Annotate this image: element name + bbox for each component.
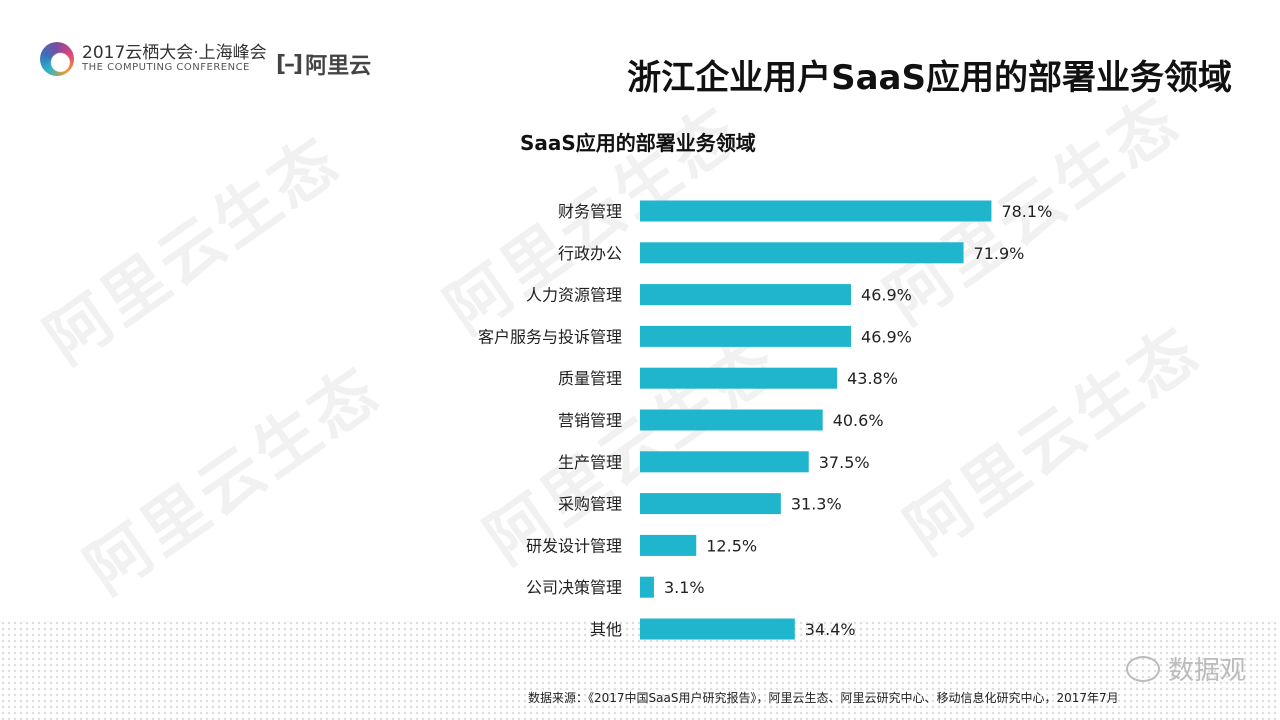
data-label: 46.9% bbox=[861, 286, 912, 305]
category-label: 研发设计管理 bbox=[526, 536, 622, 555]
aliyun-logo-text: 阿里云 bbox=[305, 54, 372, 79]
data-label: 78.1% bbox=[1001, 202, 1052, 221]
chart-title: SaaS应用的部署业务领域 bbox=[520, 131, 756, 155]
category-label: 财务管理 bbox=[558, 202, 622, 221]
category-label: 质量管理 bbox=[558, 369, 622, 388]
bar bbox=[640, 576, 654, 598]
data-source-note: 数据来源：《2017中国SaaS用户研究报告》，阿里云生态、阿里云研究中心、移动… bbox=[528, 691, 1119, 705]
wechat-badge: 数据观 bbox=[1126, 650, 1246, 687]
conference-logo: 2017云栖大会·上海峰会 THE COMPUTING CONFERENCE bbox=[40, 42, 267, 76]
category-label: 人力资源管理 bbox=[526, 286, 622, 305]
bar bbox=[640, 325, 852, 347]
category-label: 采购管理 bbox=[558, 495, 622, 514]
data-label: 71.9% bbox=[974, 244, 1025, 263]
category-label: 营销管理 bbox=[558, 411, 622, 430]
conference-logo-icon bbox=[40, 42, 74, 76]
category-label: 公司决策管理 bbox=[526, 578, 622, 597]
data-label: 43.8% bbox=[847, 369, 898, 388]
bar bbox=[640, 367, 838, 389]
aliyun-logo-icon: [–] bbox=[276, 51, 303, 77]
category-label: 客户服务与投诉管理 bbox=[478, 327, 622, 346]
bar bbox=[640, 242, 964, 264]
data-label: 31.3% bbox=[791, 495, 842, 514]
bar bbox=[640, 200, 992, 222]
conference-subtitle: THE COMPUTING CONFERENCE bbox=[82, 61, 250, 73]
wechat-label: 数据观 bbox=[1168, 656, 1247, 686]
data-label: 46.9% bbox=[861, 327, 912, 346]
aliyun-logo: [–] 阿里云 bbox=[276, 48, 371, 80]
category-label: 其他 bbox=[590, 620, 622, 639]
data-label: 34.4% bbox=[805, 620, 856, 639]
bar bbox=[640, 534, 697, 556]
page-title: 浙江企业用户SaaS应用的部署业务领域 bbox=[627, 58, 1232, 98]
data-label: 37.5% bbox=[819, 453, 870, 472]
data-label: 12.5% bbox=[706, 536, 757, 555]
bar bbox=[640, 493, 781, 515]
wechat-icon bbox=[1126, 655, 1160, 682]
bar bbox=[640, 451, 809, 473]
bar bbox=[640, 284, 852, 306]
category-label: 行政办公 bbox=[558, 244, 622, 263]
data-label: 40.6% bbox=[833, 411, 884, 430]
data-label: 3.1% bbox=[664, 578, 705, 597]
category-label: 生产管理 bbox=[558, 453, 622, 472]
bar bbox=[640, 409, 823, 431]
conference-title: 2017云栖大会·上海峰会 bbox=[82, 42, 267, 63]
bar bbox=[640, 618, 795, 640]
